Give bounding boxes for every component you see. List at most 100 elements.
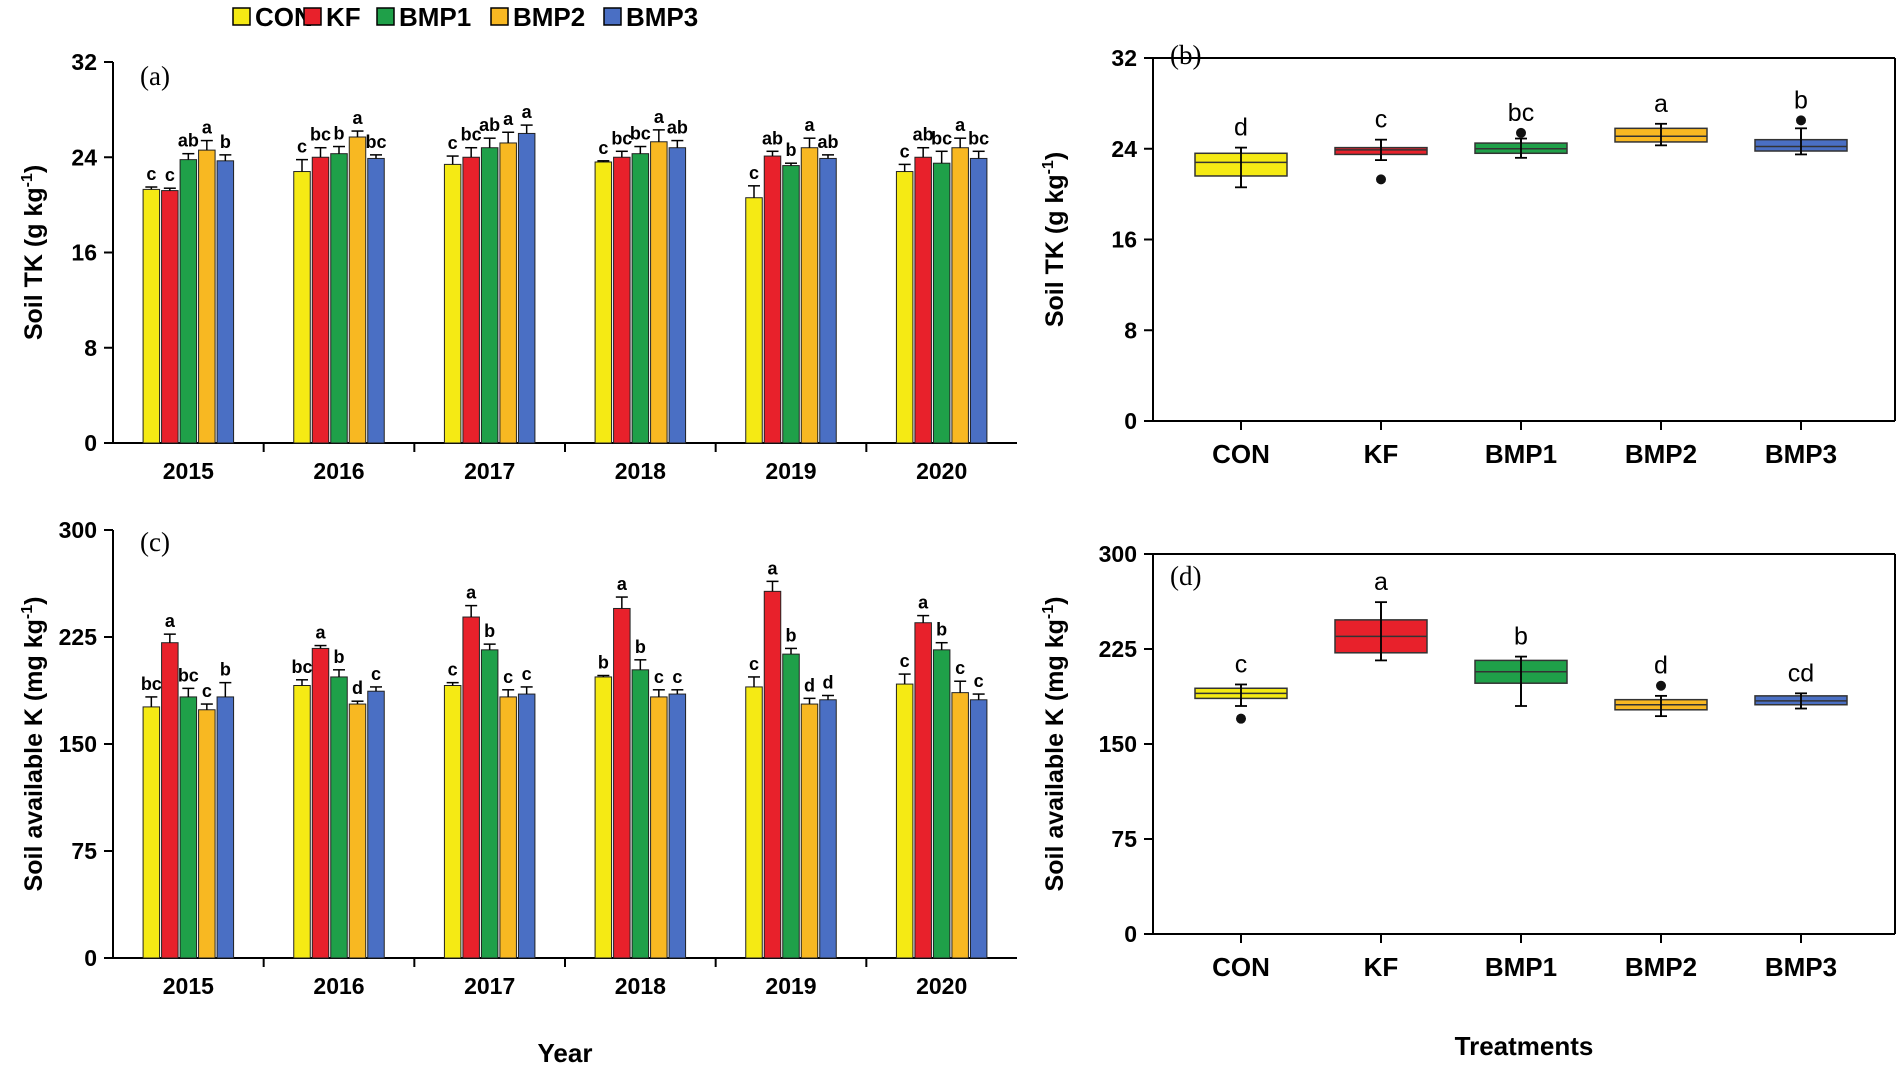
significance-letter: c <box>146 164 156 184</box>
significance-letter: a <box>503 109 514 129</box>
significance-letter: c <box>448 660 458 680</box>
outlier-point <box>1656 680 1666 691</box>
bar-bmp3-2018 <box>668 147 687 444</box>
y-axis-title-text: Soil available K (mg kg <box>1041 619 1069 891</box>
legend-label: KF <box>326 2 361 32</box>
significance-letter: a <box>804 115 815 135</box>
bar-bmp2-2020 <box>951 692 969 959</box>
significance-letter: b <box>334 124 345 144</box>
y-axis-title-exponent: -1 <box>19 605 36 619</box>
y-axis-title-close: ) <box>1041 152 1069 160</box>
bar-bmp3-2015 <box>216 160 235 444</box>
significance-letter: d <box>804 675 815 695</box>
significance-letter: c <box>522 664 532 684</box>
bar-con-2019 <box>745 197 763 444</box>
panel-b-box-plot: 0 8 16 24 32 Soil TK (g kg-1) (b) CON d KF c BMP1 bc… <box>1040 40 1896 469</box>
bar-bmp2-2020 <box>951 147 969 444</box>
significance-letter: bc <box>291 657 312 677</box>
x-axis-title: Treatments <box>1455 1031 1594 1061</box>
y-axis-title: Soil TK (g kg-1) <box>1040 152 1069 327</box>
bar-con-2016 <box>293 171 311 444</box>
outlier-point <box>1376 174 1386 185</box>
bar-con-2019 <box>745 686 763 959</box>
x-tick-label: BMP3 <box>1765 952 1837 982</box>
significance-letter: a <box>654 107 665 127</box>
bar-bmp1-2020 <box>932 649 951 959</box>
bar-kf-2020 <box>914 156 932 444</box>
significance-letter: c <box>503 667 513 687</box>
significance-letter: a <box>466 583 477 603</box>
significance-letter: bc <box>611 128 632 148</box>
bar-bmp2-2018 <box>650 141 668 444</box>
y-axis-title-close: ) <box>20 597 48 605</box>
bar-bmp3-2017 <box>517 132 536 444</box>
bar-bmp3-2015 <box>216 696 235 959</box>
significance-letter: d <box>1654 652 1668 680</box>
significance-letter: a <box>165 611 176 631</box>
significance-letter: b <box>220 132 231 152</box>
y-tick-label: 300 <box>1099 541 1137 567</box>
y-axis-title-text: Soil available K (mg kg <box>20 619 48 891</box>
significance-letter: cd <box>1788 659 1814 687</box>
bar-con-2016 <box>293 685 311 959</box>
significance-letter: a <box>202 118 213 138</box>
x-tick-label: 2019 <box>765 973 816 999</box>
significance-letter: a <box>1374 568 1388 596</box>
significance-letter: a <box>352 108 363 128</box>
y-tick-label: 16 <box>1111 227 1137 253</box>
bar-bmp1-2018 <box>631 153 650 444</box>
significance-letter: b <box>1794 86 1808 114</box>
x-axis-title: Year <box>538 1038 593 1067</box>
y-tick-label: 16 <box>71 240 97 266</box>
significance-letter: bc <box>968 128 989 148</box>
bar-bmp2-2016 <box>348 136 367 444</box>
y-tick-label: 8 <box>84 335 97 361</box>
bar-bmp1-2019 <box>782 653 800 959</box>
y-tick-label: 75 <box>71 838 97 864</box>
y-tick-label: 0 <box>84 945 97 971</box>
y-tick-label: 8 <box>1124 317 1137 343</box>
significance-letter: c <box>672 667 682 687</box>
x-tick-label: KF <box>1364 439 1399 469</box>
significance-letter: ab <box>762 128 783 148</box>
x-tick-label: 2020 <box>916 973 967 999</box>
panel-label: (b) <box>1170 40 1201 70</box>
y-tick-label: 225 <box>1099 636 1138 662</box>
significance-letter: bc <box>141 674 162 694</box>
bar-con-2018 <box>594 676 613 959</box>
legend-swatch-kf <box>303 7 322 26</box>
x-tick-label: 2018 <box>615 973 666 999</box>
y-tick-label: 225 <box>59 624 98 650</box>
bar-kf-2019 <box>763 590 782 959</box>
significance-letter: b <box>786 140 797 160</box>
panel-label: (c) <box>140 527 170 557</box>
x-tick-label: 2015 <box>163 458 214 484</box>
y-tick-label: 0 <box>84 430 97 456</box>
y-axis-title-close: ) <box>1041 597 1069 605</box>
bar-bmp1-2017 <box>480 649 499 959</box>
legend-swatch-bmp1 <box>376 7 395 26</box>
y-axis-title-exponent: -1 <box>1040 605 1057 619</box>
legend-label: BMP2 <box>513 2 585 32</box>
significance-letter: c <box>1375 106 1388 134</box>
significance-letter: b <box>635 637 646 657</box>
x-tick-label: CON <box>1212 439 1270 469</box>
bar-kf-2020 <box>914 622 932 959</box>
x-tick-label: BMP1 <box>1485 439 1557 469</box>
bar-bmp1-2015 <box>179 696 198 959</box>
bar-kf-2017 <box>462 156 480 444</box>
significance-letter: c <box>900 141 910 161</box>
significance-letter: b <box>786 625 797 645</box>
panel-c-bar-chart: 0 75 150 225 300 Soil available K (mg kg-1) (c… <box>19 517 1017 1067</box>
significance-letter: c <box>974 671 984 691</box>
y-tick-label: 32 <box>1111 45 1137 71</box>
significance-letter: a <box>1654 90 1668 118</box>
significance-letter: ab <box>817 132 838 152</box>
bar-bmp2-2017 <box>499 142 517 444</box>
bar-con-2020 <box>895 683 914 959</box>
significance-letter: a <box>767 558 778 578</box>
significance-letter: a <box>522 102 533 122</box>
x-tick-label: BMP1 <box>1485 952 1557 982</box>
legend-swatch-con <box>232 7 251 26</box>
